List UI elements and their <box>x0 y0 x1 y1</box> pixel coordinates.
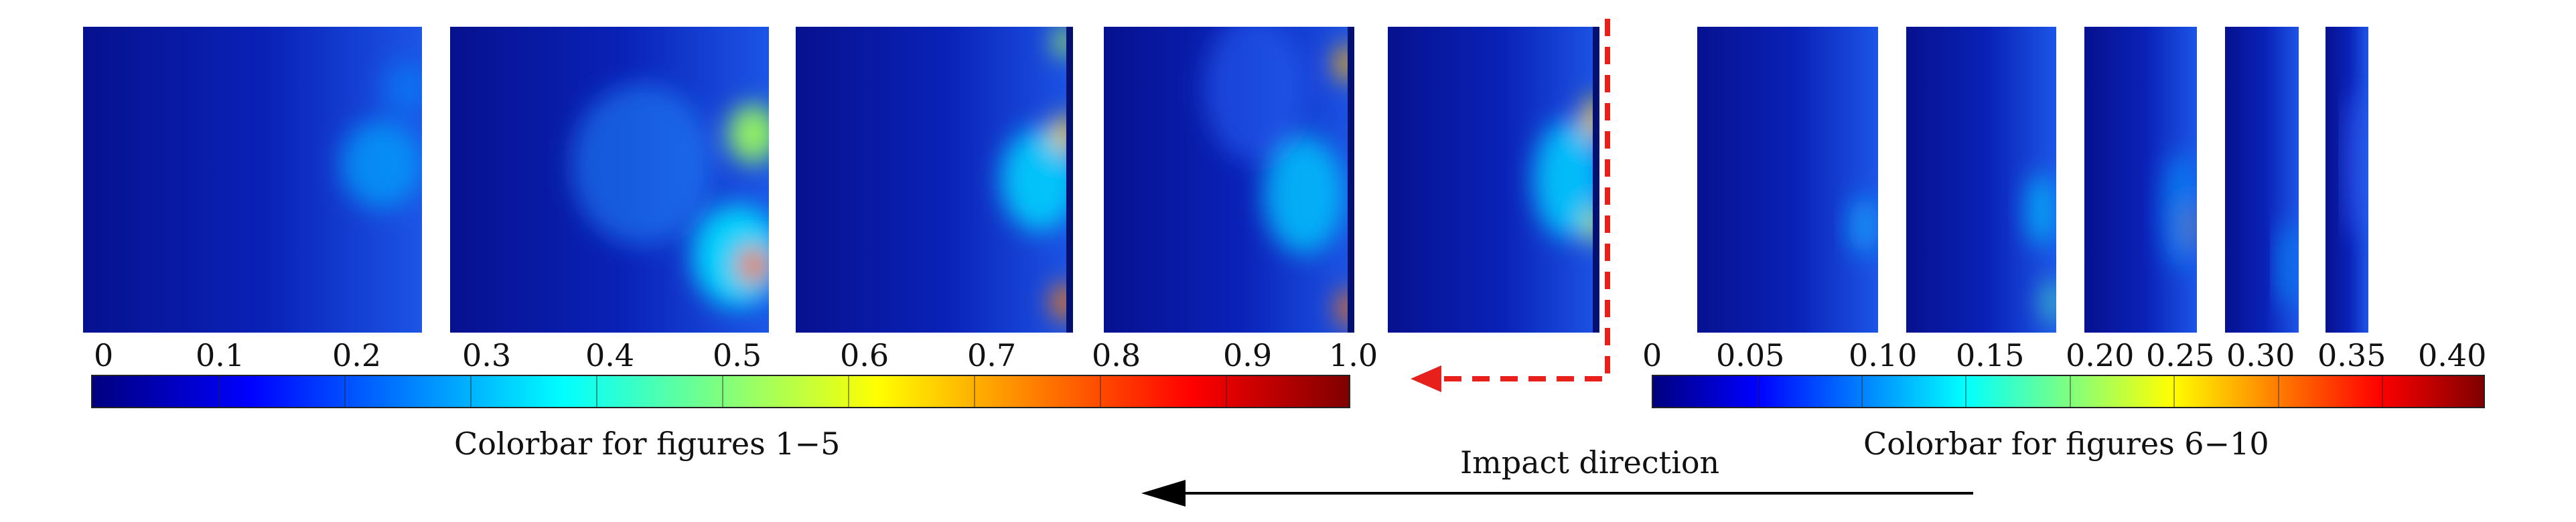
heatmap-panel-10 <box>2325 27 2368 333</box>
heatmap-blob <box>1264 136 1345 254</box>
tick-label: 0 <box>94 337 114 373</box>
impact-edge <box>1348 27 1354 333</box>
heatmap-background <box>1906 27 2056 333</box>
tick-label: 0.8 <box>1092 337 1141 373</box>
colorbar-caption: Colorbar for figures 1−5 <box>454 426 841 462</box>
heatmap-blob <box>2279 221 2297 310</box>
tick-label: 0.15 <box>1956 337 2025 373</box>
heatmap-blob <box>2161 151 2197 269</box>
heatmap-blob <box>571 84 712 246</box>
tick-label: 0.5 <box>713 337 762 373</box>
tick-label: 0.7 <box>967 337 1017 373</box>
impact-edge <box>1593 27 1599 333</box>
impact-direction-arrow <box>1141 480 1973 507</box>
heatmap-panel-6 <box>1697 27 1878 333</box>
tick-label: 0 <box>1642 337 1662 373</box>
tick-label: 0.6 <box>840 337 889 373</box>
heatmap-blob <box>2026 173 2056 248</box>
heatmap-panel-9 <box>2225 27 2299 333</box>
heatmap-panel-2 <box>450 27 769 333</box>
heatmap-panel-8 <box>2084 27 2197 333</box>
heatmap-panel-3 <box>796 27 1073 333</box>
heatmap-blob <box>340 120 422 209</box>
heatmap-blob <box>1001 128 1073 232</box>
heatmap-panel-4 <box>1104 27 1354 333</box>
tick-label: 0.3 <box>462 337 512 373</box>
heatmap-blob <box>2347 90 2364 238</box>
impact-edge <box>1066 27 1073 333</box>
heatmap-blob <box>737 247 769 284</box>
heatmap-blob <box>381 62 422 114</box>
tick-label: 0.40 <box>2418 337 2487 373</box>
tick-label: 0.9 <box>1223 337 1273 373</box>
tick-label: 0.2 <box>332 337 382 373</box>
heatmap-panel-5 <box>1388 27 1599 333</box>
red-dashed-arrow <box>1411 19 1610 392</box>
colorbar-caption: Colorbar for figures 6−10 <box>1863 426 2269 462</box>
heatmap-blob <box>1849 196 1878 255</box>
impact-direction-label: Impact direction <box>1460 444 1720 481</box>
heatmap-panel-1 <box>83 27 422 333</box>
heatmap-blob <box>727 104 769 163</box>
tick-label: 1.0 <box>1329 337 1378 373</box>
colorbar-figures-6-10 <box>1652 375 2485 408</box>
heatmap-blob <box>2042 280 2056 325</box>
heatmap-background <box>1697 27 1878 333</box>
heatmap-blob <box>1204 27 1305 162</box>
tick-label: 0.1 <box>196 337 245 373</box>
heatmap-panel-7 <box>1906 27 2056 333</box>
tick-label: 0.05 <box>1716 337 1785 373</box>
heatmap-blob <box>1534 120 1599 239</box>
tick-label: 0.30 <box>2226 337 2295 373</box>
tick-label: 0.10 <box>1849 337 1918 373</box>
tick-label: 0.25 <box>2146 337 2215 373</box>
colorbar-figures-1-5 <box>91 375 1350 408</box>
tick-label: 0.4 <box>585 337 635 373</box>
tick-label: 0.35 <box>2317 337 2386 373</box>
tick-label: 0.20 <box>2066 337 2135 373</box>
